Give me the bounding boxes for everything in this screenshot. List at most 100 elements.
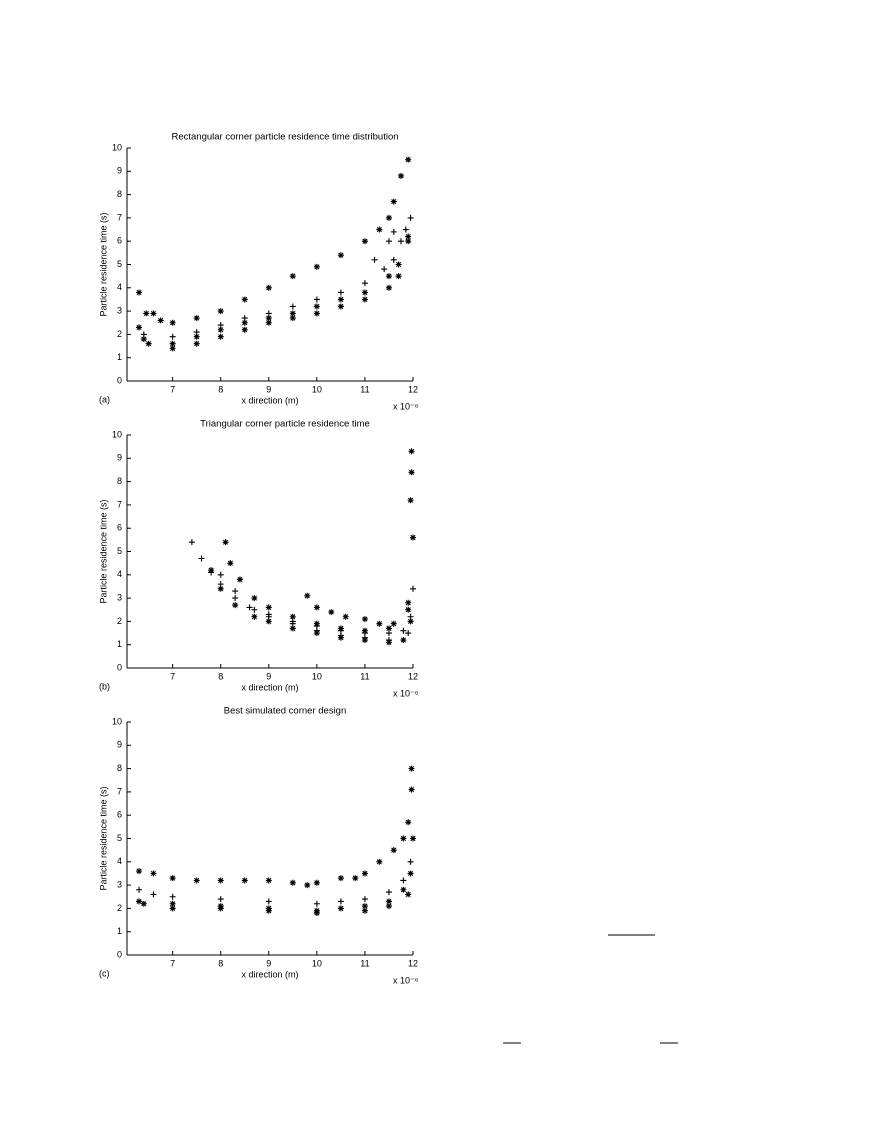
point [400, 835, 407, 842]
point [265, 877, 272, 884]
point [361, 616, 368, 623]
point [169, 345, 176, 352]
x-tick-label: 12 [408, 384, 418, 394]
y-tick-label: 3 [117, 305, 122, 315]
point [169, 900, 176, 907]
y-tick-label: 6 [117, 236, 122, 246]
point [289, 625, 296, 632]
x-tick-label: 12 [408, 958, 418, 968]
point [217, 896, 224, 903]
y-tick-label: 4 [117, 569, 122, 579]
point [405, 606, 412, 613]
point [150, 310, 157, 317]
y-tick-label: 4 [117, 856, 122, 866]
x-multiplier: x 10⁻⁶ [393, 688, 419, 698]
point [410, 585, 416, 592]
point [232, 588, 239, 595]
y-axis-label: Particle residence time (s) [98, 786, 108, 890]
point [232, 602, 239, 609]
point [400, 627, 407, 634]
point [313, 900, 320, 907]
y-tick-label: 6 [117, 523, 122, 533]
point [289, 273, 296, 280]
point [361, 634, 368, 641]
y-tick-label: 1 [117, 926, 122, 936]
x-tick-label: 11 [360, 384, 369, 394]
y-tick-label: 9 [117, 740, 122, 750]
point [289, 303, 296, 310]
point [407, 618, 414, 625]
point [169, 333, 176, 340]
y-tick-label: 5 [117, 833, 122, 843]
point [265, 907, 272, 914]
x-tick-label: 7 [170, 384, 175, 394]
point [381, 266, 388, 273]
point [407, 214, 414, 221]
y-tick-label: 4 [117, 282, 122, 292]
point [169, 319, 176, 326]
point [390, 847, 397, 854]
point [289, 620, 296, 627]
y-tick-label: 0 [117, 949, 122, 959]
point [136, 324, 143, 331]
point [361, 280, 368, 287]
y-tick-label: 9 [117, 166, 122, 176]
point [361, 903, 368, 910]
point [361, 627, 368, 634]
point [217, 571, 224, 578]
point [193, 333, 200, 340]
y-tick-label: 8 [117, 763, 122, 773]
point [385, 898, 392, 905]
point [313, 627, 320, 634]
point [408, 786, 415, 793]
point [400, 637, 407, 644]
point [246, 604, 253, 611]
point [140, 336, 147, 343]
point [313, 263, 320, 270]
point [265, 284, 272, 291]
point [140, 900, 147, 907]
point [136, 886, 143, 893]
point [376, 226, 383, 233]
x-tick-label: 7 [170, 958, 175, 968]
y-tick-label: 0 [117, 375, 122, 385]
y-axis-label: Particle residence time (s) [98, 212, 108, 316]
point [408, 448, 415, 455]
point [222, 539, 229, 546]
point [385, 889, 392, 896]
panel-label: (a) [99, 394, 110, 404]
x-tick-label: 10 [312, 384, 322, 394]
x-axis-label: x direction (m) [241, 395, 298, 405]
point [265, 319, 272, 326]
point [265, 618, 272, 625]
point [342, 613, 349, 620]
point [217, 308, 224, 315]
point [390, 256, 397, 263]
point [169, 340, 176, 347]
y-tick-label: 7 [117, 786, 122, 796]
point [361, 870, 368, 877]
point [385, 625, 392, 632]
point [313, 296, 320, 303]
point [405, 233, 412, 240]
y-tick-label: 10 [112, 716, 122, 726]
panel-label: (c) [99, 968, 110, 978]
point [313, 310, 320, 317]
point [241, 296, 248, 303]
point [395, 261, 402, 268]
point [407, 858, 414, 865]
y-tick-label: 6 [117, 810, 122, 820]
point [217, 877, 224, 884]
point [385, 214, 392, 221]
point [376, 858, 383, 865]
y-tick-label: 8 [117, 189, 122, 199]
point [405, 599, 412, 606]
point [251, 613, 258, 620]
x-axis-label: x direction (m) [241, 969, 298, 979]
point [188, 539, 195, 546]
y-tick-label: 1 [117, 352, 122, 362]
point [145, 340, 152, 347]
point [337, 289, 344, 296]
x-multiplier: x 10⁻⁶ [393, 401, 419, 411]
point [304, 592, 311, 599]
